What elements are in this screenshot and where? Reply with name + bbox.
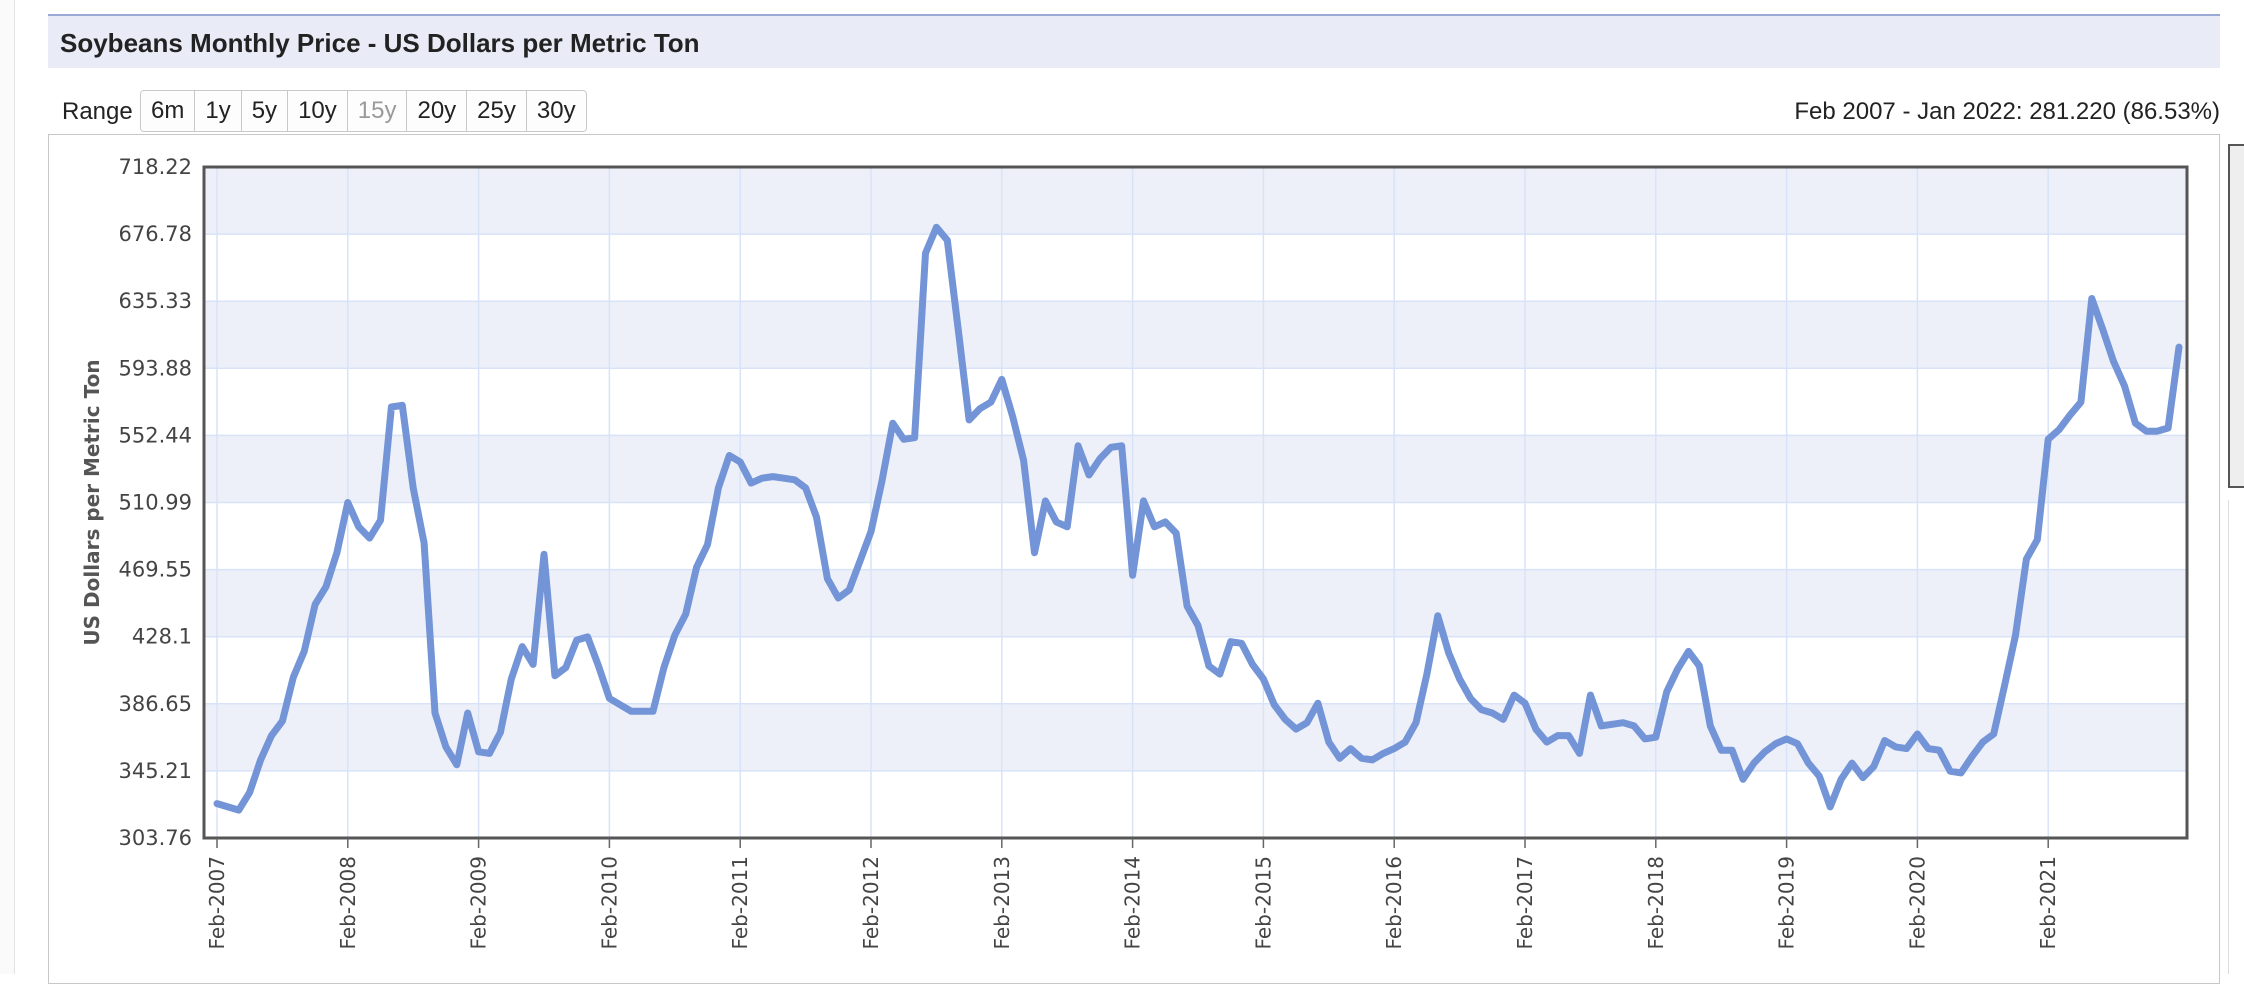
range-button-1y[interactable]: 1y <box>195 91 242 131</box>
y-tick-label: 552.44 <box>119 423 192 447</box>
y-axis: 718.22 676.78 635.33 593.88 552.44 510.99 469.… <box>119 155 192 850</box>
chart-container: 718.22 676.78 635.33 593.88 552.44 510.99 469.… <box>48 134 2220 984</box>
left-edge-panel <box>0 0 15 974</box>
series-layer <box>213 223 2183 814</box>
x-tick-label: Feb-2008 <box>336 856 360 950</box>
x-tick-label: Feb-2021 <box>2036 856 2060 950</box>
plot-band <box>204 167 2187 235</box>
x-tick-label: Feb-2009 <box>467 856 491 950</box>
plot-border <box>202 165 2189 840</box>
x-tick-label: Feb-2015 <box>1251 856 1275 950</box>
right-edge-panel-lower <box>2228 500 2244 974</box>
plot-bands <box>204 167 2187 771</box>
range-button-20y[interactable]: 20y <box>407 91 468 131</box>
y-tick-label: 676.78 <box>119 222 192 246</box>
x-tick-label: Feb-2018 <box>1644 856 1668 950</box>
y-tick-label: 386.65 <box>119 692 192 716</box>
x-tick-label: Feb-2020 <box>1905 856 1929 950</box>
price-line-chart: 718.22 676.78 635.33 593.88 552.44 510.99 469.… <box>80 155 2189 950</box>
plot-band <box>204 435 2187 503</box>
x-tick-label: Feb-2016 <box>1382 856 1406 950</box>
y-tick-label: 510.99 <box>119 491 192 515</box>
range-button-5y[interactable]: 5y <box>241 91 289 131</box>
y-tick-label: 635.33 <box>119 289 192 313</box>
range-button-15y: 15y <box>347 91 408 131</box>
range-selector: Range 6m 1y 5y 10y 15y 20y 25y 30y Feb 2… <box>48 90 2220 134</box>
y-axis-title: US Dollars per Metric Ton <box>80 359 104 645</box>
y-tick-label: 718.22 <box>119 155 192 179</box>
y-tick-label: 303.76 <box>119 826 192 850</box>
x-axis: Feb-2007 Feb-2008 Feb-2009 Feb-2010 Feb-2011… <box>205 838 2060 950</box>
y-tick-label: 345.21 <box>119 759 192 783</box>
range-button-25y[interactable]: 25y <box>467 91 527 131</box>
x-tick-label: Feb-2011 <box>728 856 752 950</box>
range-button-6m[interactable]: 6m <box>141 91 196 131</box>
range-summary: Feb 2007 - Jan 2022: 281.220 (86.53%) <box>1794 98 2220 125</box>
x-tick-label: Feb-2017 <box>1513 856 1537 950</box>
range-button-10y[interactable]: 10y <box>288 91 348 131</box>
right-edge-panel <box>2228 144 2244 488</box>
y-tick-label: 593.88 <box>119 356 192 380</box>
x-tick-label: Feb-2019 <box>1775 856 1799 950</box>
x-tick-label: Feb-2012 <box>859 856 883 950</box>
range-button-30y[interactable]: 30y <box>526 91 586 131</box>
range-button-group: 6m 1y 5y 10y 15y 20y 25y 30y <box>140 90 587 132</box>
x-tick-label: Feb-2010 <box>597 856 621 950</box>
y-tick-label: 428.1 <box>132 625 192 649</box>
plot-band <box>204 301 2187 369</box>
chart-title-bar: Soybeans Monthly Price - US Dollars per … <box>48 14 2220 68</box>
series-line-soybeans <box>213 223 2183 814</box>
plot-band <box>204 703 2187 771</box>
x-tick-label: Feb-2013 <box>990 856 1014 950</box>
y-tick-label: 469.55 <box>119 558 192 582</box>
x-tick-label: Feb-2014 <box>1121 856 1145 950</box>
x-tick-label: Feb-2007 <box>205 856 229 950</box>
range-label: Range <box>62 98 133 125</box>
page-title: Soybeans Monthly Price - US Dollars per … <box>60 28 700 58</box>
